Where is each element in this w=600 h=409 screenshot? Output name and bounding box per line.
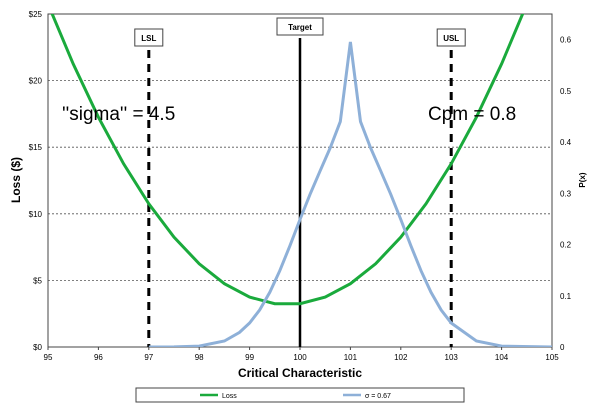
y-left-tick-label: $0 (33, 343, 42, 352)
x-tick-label: 95 (44, 353, 53, 362)
spec-markers (147, 38, 453, 347)
y-right-axis-title: P(x) (578, 172, 587, 187)
y-right-tick-label: 0.2 (560, 241, 572, 250)
y-left-tick-labels: $0 $5 $10 $15 $20 $25 (29, 10, 43, 352)
x-tick-label: 98 (195, 353, 204, 362)
y-left-tick-label: $10 (29, 210, 43, 219)
marker-label-target: Target (288, 23, 312, 32)
y-left-tick-label: $20 (29, 77, 43, 86)
x-axis-title: Critical Characteristic (238, 366, 362, 380)
x-tick-label: 97 (144, 353, 153, 362)
y-right-tick-label: 0.3 (560, 189, 572, 198)
marker-box-target (276, 17, 324, 36)
x-tick-label: 103 (445, 353, 459, 362)
marker-box-lsl (134, 28, 164, 47)
y-left-axis-title: Loss ($) (9, 157, 23, 203)
x-tick-label: 100 (293, 353, 307, 362)
y-left-tick-label: $5 (33, 276, 42, 285)
series-loss-line (50, 14, 525, 306)
x-tick-label: 96 (94, 353, 103, 362)
spec-marker-labels: LSL Target USL (134, 17, 466, 47)
y-left-tick-label: $15 (29, 143, 43, 152)
x-tick-label: 105 (545, 353, 559, 362)
x-tick-labels: 95 96 97 98 99 100 101 102 103 104 105 (44, 347, 559, 362)
x-tick-label: 101 (344, 353, 358, 362)
marker-label-lsl: LSL (141, 34, 156, 43)
x-tick-label: 99 (245, 353, 254, 362)
y-right-tick-label: 0.4 (560, 138, 572, 147)
legend-label-loss: Loss (222, 393, 237, 400)
y-right-tick-label: 0 (560, 343, 565, 352)
legend: Loss σ = 0.67 (135, 387, 465, 403)
legend-label-pdf: σ = 0.67 (365, 393, 391, 400)
y-left-tick-label: $25 (29, 10, 43, 19)
x-tick-label: 102 (394, 353, 408, 362)
y-right-tick-label: 0.5 (560, 87, 572, 96)
marker-label-usl: USL (443, 34, 459, 43)
y-right-tick-labels: 0 0.1 0.2 0.3 0.4 0.5 0.6 (560, 36, 572, 352)
y-right-tick-label: 0.1 (560, 292, 572, 301)
marker-box-usl (436, 28, 466, 47)
cpm-annotation: Cpm = 0.8 (428, 104, 516, 125)
sigma-annotation: ''sigma'' = 4.5 (62, 104, 175, 125)
legend-box (135, 387, 465, 403)
series-pdf-line (148, 41, 552, 347)
y-right-tick-label: 0.6 (560, 36, 572, 45)
x-tick-label: 104 (495, 353, 509, 362)
